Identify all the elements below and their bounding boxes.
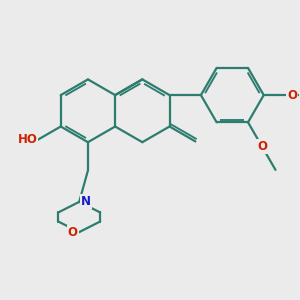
Text: O: O: [68, 226, 78, 238]
Text: HO: HO: [18, 133, 38, 146]
Text: O: O: [287, 88, 297, 102]
Text: O: O: [257, 140, 267, 153]
Text: N: N: [81, 195, 91, 208]
